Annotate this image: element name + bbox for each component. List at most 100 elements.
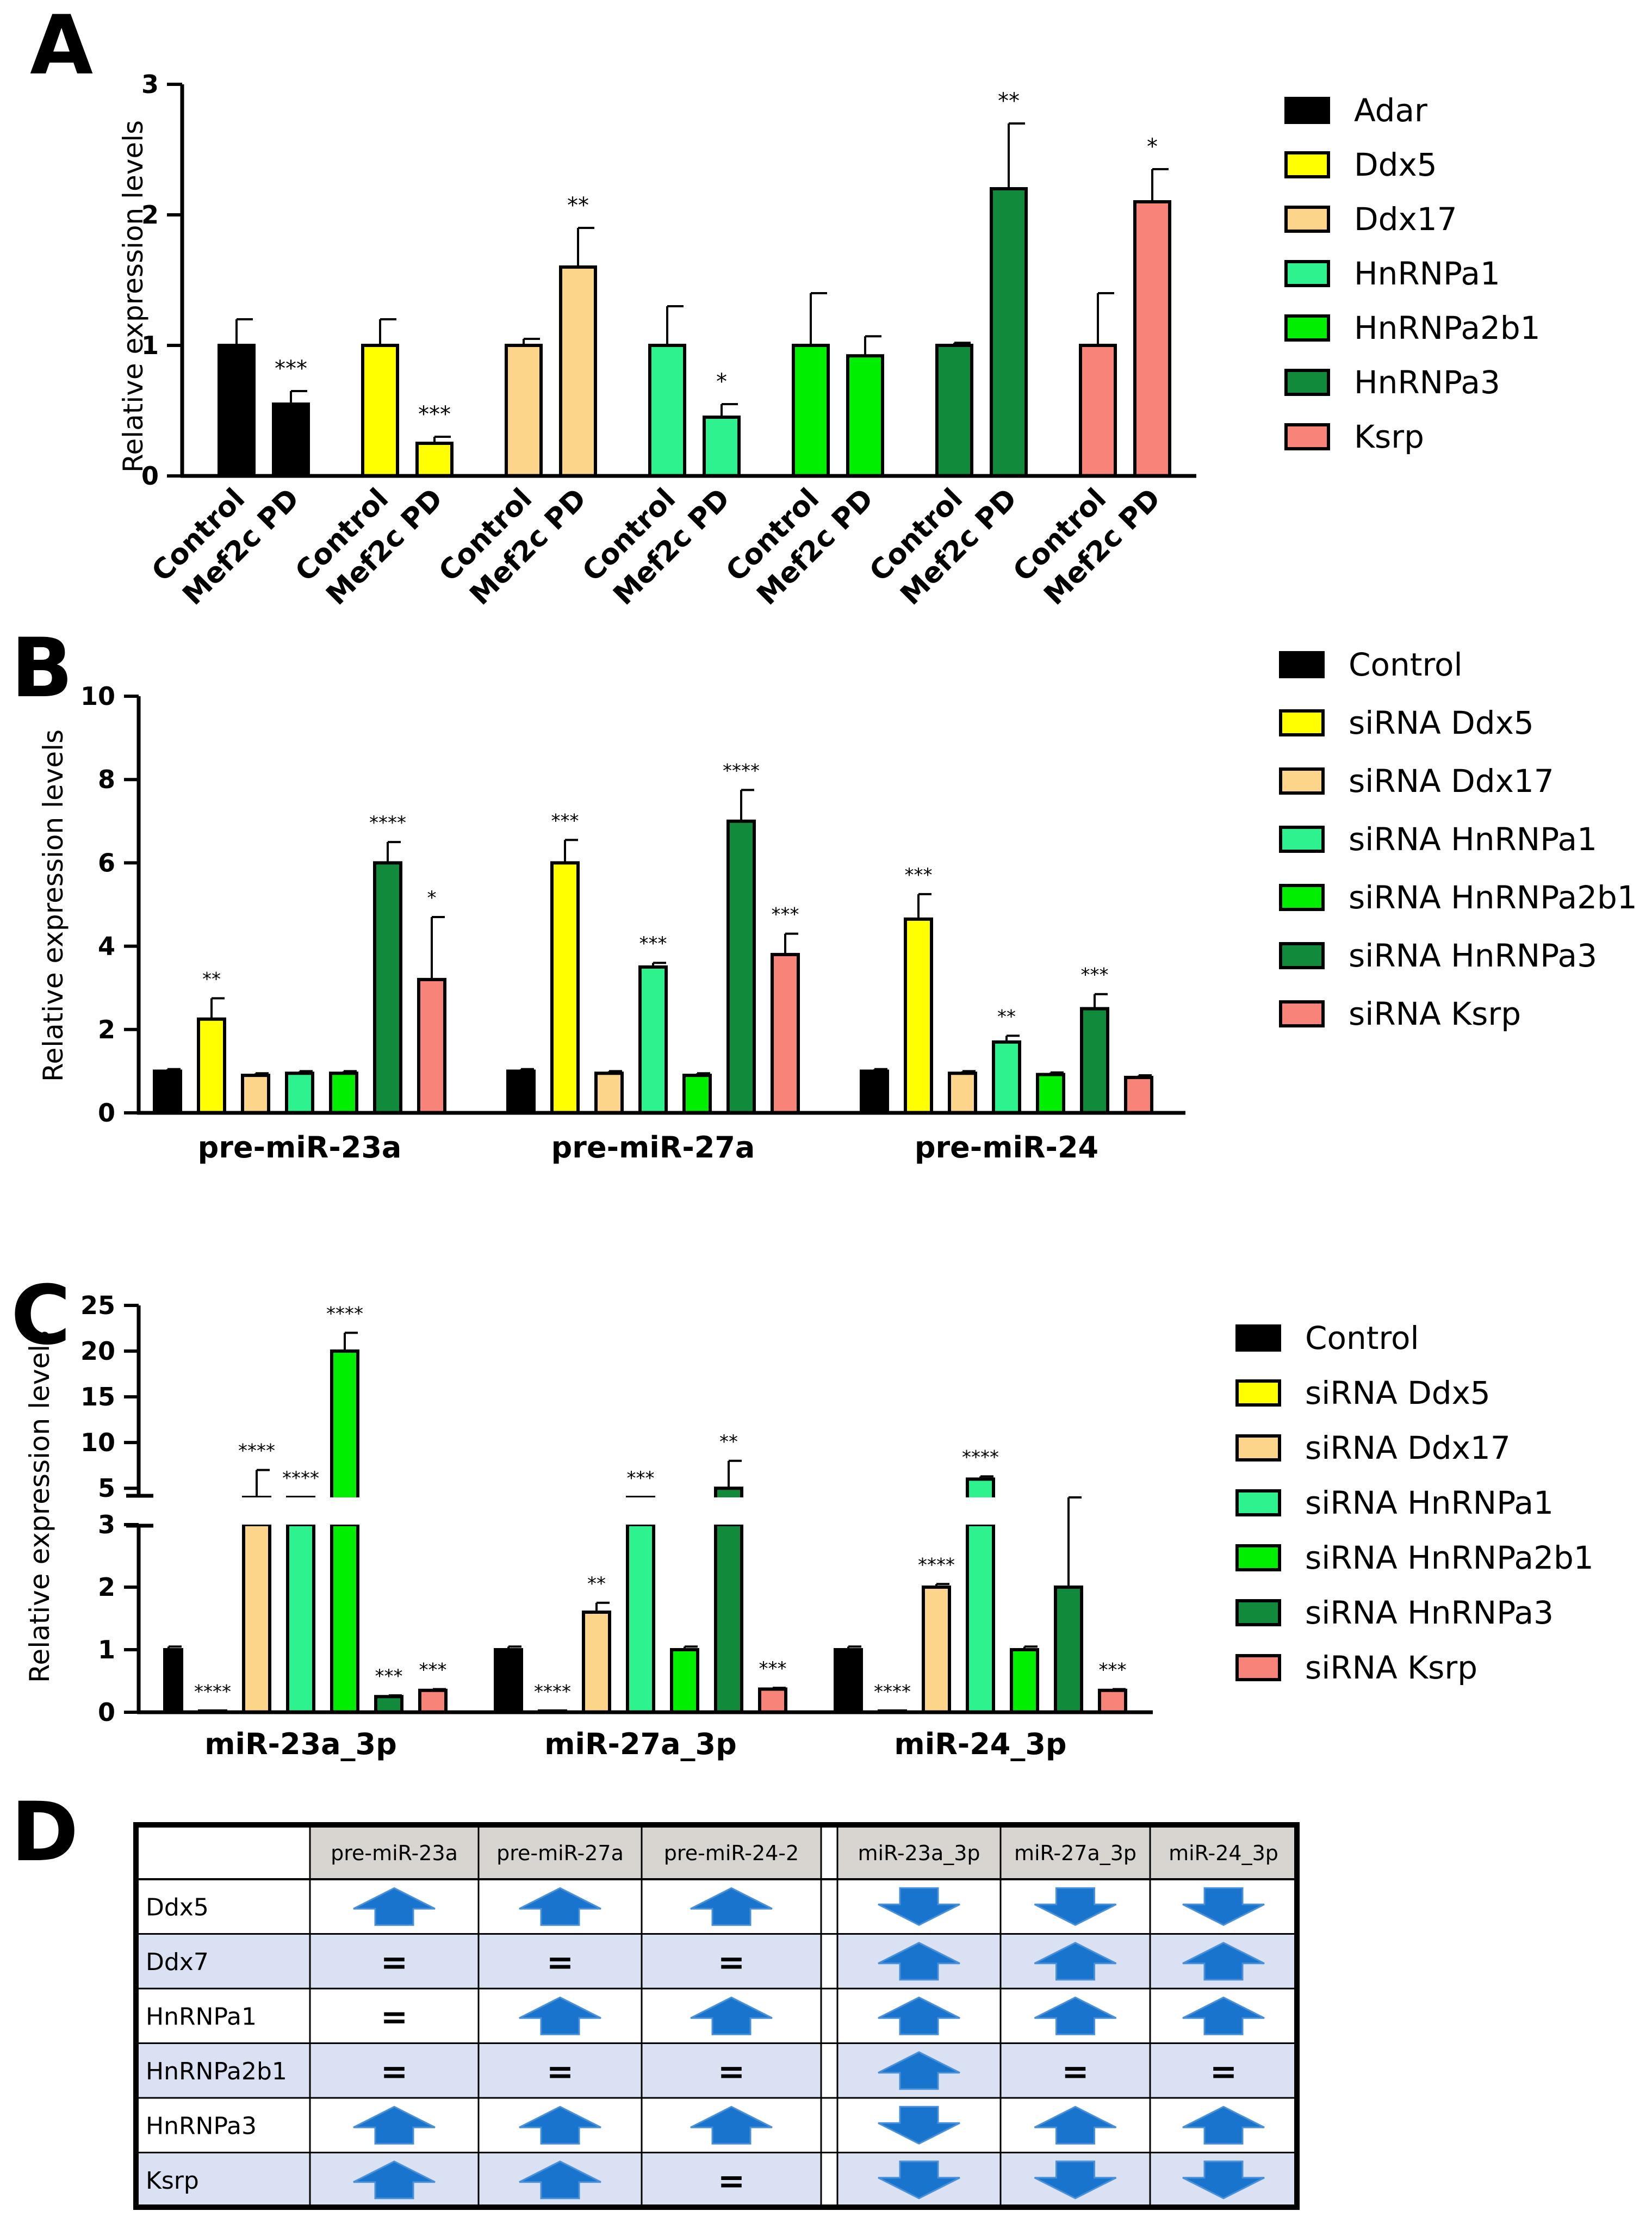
chart-a-significance: **	[998, 89, 1020, 114]
chart-c-y-tick-label: 20	[80, 1336, 115, 1366]
chart-b-significance: ***	[772, 904, 799, 926]
chart-c-legend-swatch	[1235, 1489, 1281, 1516]
chart-c-bar	[1010, 1648, 1039, 1714]
chart-b-y-tick-label: 0	[98, 1098, 115, 1128]
chart-b-x-tick-label: pre-miR-24	[915, 1130, 1098, 1165]
up-arrow-icon	[1034, 1942, 1117, 1981]
chart-c-x-tick-label: miR-27a_3p	[544, 1727, 737, 1761]
chart-c-bar	[1098, 1688, 1127, 1714]
chart-b-y-tick-label: 6	[98, 848, 115, 877]
chart-a-bar	[505, 344, 543, 478]
chart-a-significance: ***	[418, 402, 451, 427]
chart-b-significance: ***	[639, 933, 667, 955]
chart-a-bar	[1079, 344, 1117, 478]
chart-b-legend-swatch	[1279, 884, 1325, 911]
chart-c-legend-swatch	[1235, 1544, 1281, 1571]
chart-a-y-tick-label: 1	[141, 331, 159, 360]
chart-b-significance: ***	[905, 864, 933, 886]
chart-b-bar	[373, 861, 402, 1115]
chart-a-bar	[415, 442, 454, 478]
chart-b-bar	[682, 1074, 712, 1115]
chart-a-significance: *	[716, 369, 727, 394]
table-equal-sign: =	[546, 1943, 574, 1981]
chart-b-legend-swatch	[1279, 826, 1325, 853]
chart-a-bar	[361, 344, 399, 478]
chart-b-bar	[241, 1074, 270, 1115]
chart-b-legend-swatch	[1279, 1000, 1325, 1027]
table-equal-sign: =	[1061, 2053, 1089, 2091]
chart-c-bar-upper	[966, 1477, 995, 1497]
chart-b-bar	[285, 1072, 314, 1114]
chart-a-bar	[559, 265, 597, 478]
chart-c: Relative expression levels 0 1 2 3 5 10 15 20 25…	[24, 1291, 1594, 1761]
chart-b-bar	[550, 861, 580, 1115]
chart-a-legend-label: Ksrp	[1354, 418, 1424, 455]
table-header-cell	[310, 1825, 479, 1879]
chart-b-y-tick-label: 2	[98, 1015, 115, 1044]
chart-c-legend-label: siRNA Ddx17	[1305, 1429, 1511, 1466]
chart-a-legend-label: Adar	[1354, 92, 1427, 129]
chart-c-bar	[494, 1648, 523, 1714]
chart-b-bar	[417, 977, 446, 1114]
up-arrow-icon	[519, 1996, 601, 2035]
table-column-header: pre-miR-24-2	[664, 1841, 799, 1865]
chart-c-bar	[626, 1525, 655, 1714]
table-column-header: pre-miR-23a	[331, 1841, 458, 1865]
chart-a-legend-label: HnRNPa2b1	[1354, 309, 1541, 346]
chart-c-bar	[582, 1611, 611, 1714]
chart-c-bar	[242, 1525, 271, 1714]
chart-c-y-tick-label: 2	[98, 1572, 115, 1602]
chart-b-bar	[1124, 1075, 1153, 1115]
chart-a-bar	[990, 187, 1028, 478]
chart-b-bar	[860, 1069, 889, 1115]
chart-c-y-axis-label: Relative expression levels	[24, 1330, 55, 1683]
chart-c-legend-label: siRNA HnRNPa3	[1305, 1594, 1554, 1631]
chart-b-bar	[594, 1072, 624, 1114]
down-arrow-icon	[878, 2105, 960, 2145]
up-arrow-icon	[353, 2105, 436, 2145]
chart-c-x-tick-label: miR-24_3p	[894, 1727, 1066, 1761]
table-equal-sign: =	[546, 2053, 574, 2091]
chart-c-bar-upper	[330, 1349, 359, 1497]
chart-b-legend-label: siRNA HnRNPa2b1	[1349, 879, 1637, 916]
chart-c-y-tick-label: 3	[98, 1510, 115, 1539]
chart-a-y-tick-label: 3	[141, 70, 159, 99]
table-header-cell	[837, 1825, 1001, 1879]
chart-c-bar-upper	[626, 1496, 655, 1497]
chart-b-bar	[904, 917, 933, 1115]
chart-c-significance: ****	[194, 1681, 231, 1703]
chart-c-bar	[670, 1648, 699, 1714]
up-arrow-icon	[1182, 2105, 1265, 2145]
chart-c-significance: ***	[759, 1658, 787, 1680]
chart-a-significance: **	[567, 193, 589, 218]
chart-b-legend-label: siRNA Ddx5	[1349, 704, 1534, 741]
chart-c-bar	[714, 1525, 743, 1714]
chart-b-legend-label: Control	[1349, 646, 1463, 683]
chart-c-significance: ***	[375, 1665, 403, 1687]
chart-a-legend-swatch	[1284, 314, 1330, 342]
up-arrow-icon	[353, 2160, 436, 2200]
up-arrow-icon	[1034, 1996, 1117, 2035]
down-arrow-icon	[1034, 1887, 1117, 1926]
chart-b-bar	[329, 1072, 358, 1114]
chart-b-x-tick-label: pre-miR-27a	[551, 1130, 755, 1165]
chart-c-y-tick-label: 15	[80, 1382, 115, 1411]
up-arrow-icon	[353, 1887, 436, 1926]
chart-a-legend-label: Ddx17	[1354, 201, 1457, 238]
panel-letter-c: C	[11, 1268, 71, 1363]
chart-a-y-tick-label: 2	[141, 200, 159, 230]
table-equal-sign: =	[381, 1943, 408, 1981]
chart-b-legend-label: siRNA Ksrp	[1349, 995, 1521, 1032]
table-header-cell	[1001, 1825, 1150, 1879]
chart-c-significance: ****	[962, 1446, 999, 1468]
chart-c-bar-upper	[714, 1487, 743, 1497]
table-row-label: Ddx5	[146, 1893, 209, 1921]
up-arrow-icon	[878, 1996, 960, 2035]
chart-c-y-tick-label: 1	[98, 1635, 115, 1664]
chart-b-bar	[771, 952, 800, 1115]
table-header-cell	[1150, 1825, 1297, 1879]
down-arrow-icon	[1182, 1887, 1265, 1926]
chart-b-legend-label: siRNA HnRNPa1	[1349, 821, 1597, 858]
